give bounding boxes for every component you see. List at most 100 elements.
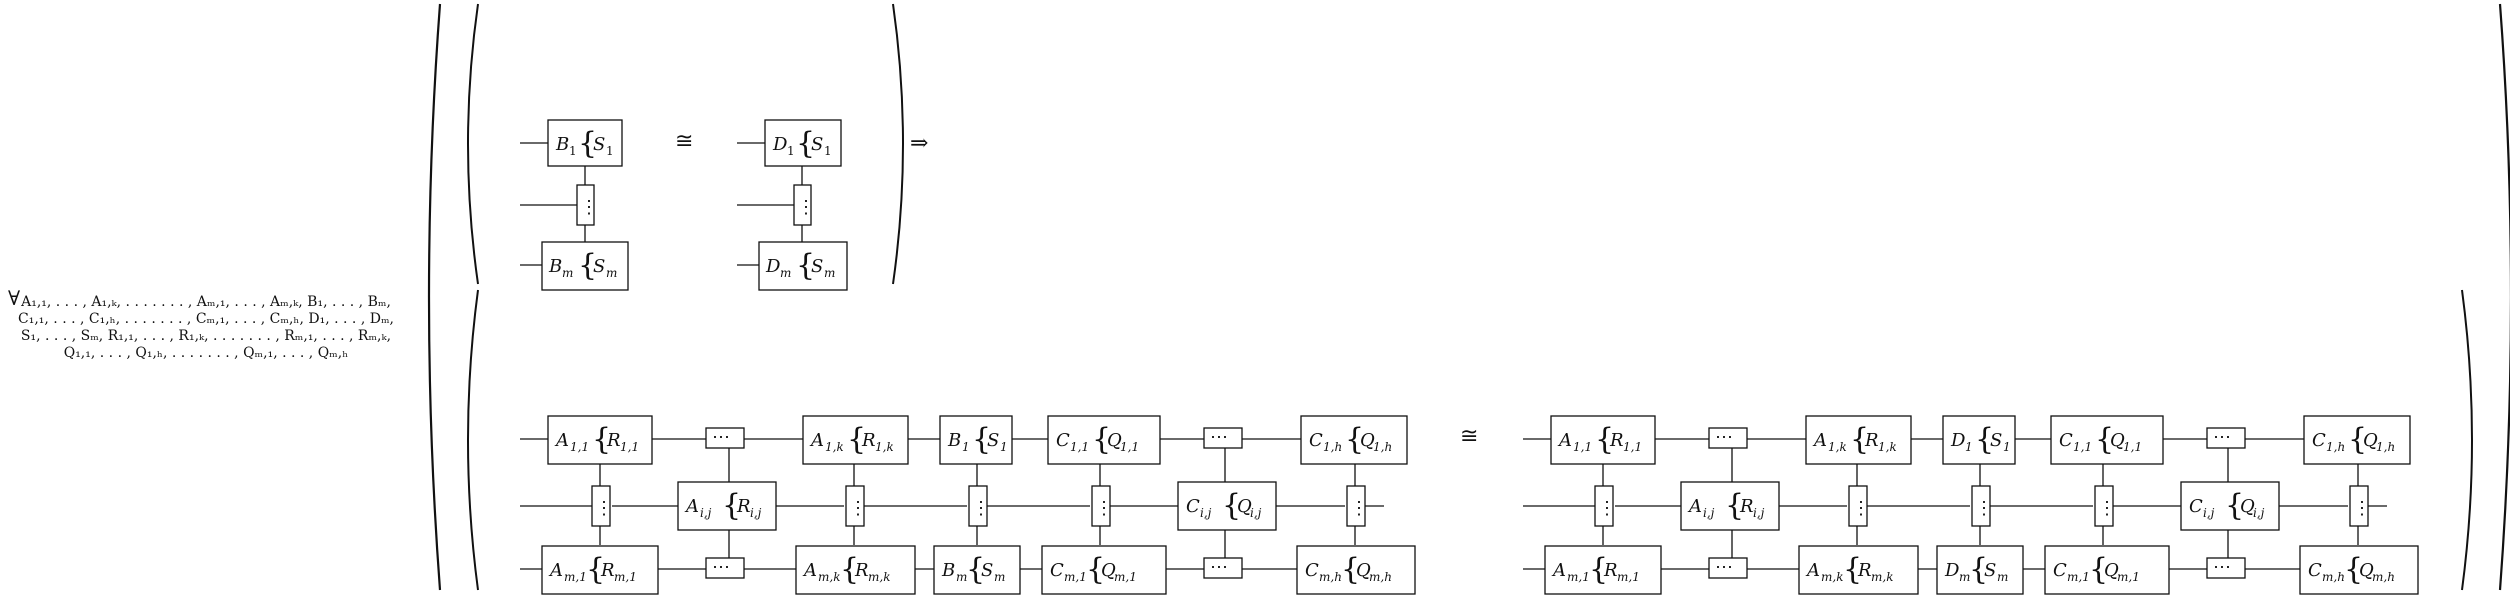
premise-right-circuit: D 1 { S 1 ⋮ D m { S m — [737, 119, 848, 291]
right-vdots-3: ⋮ — [1971, 485, 1993, 527]
left-box-aij-sys-sub: i,j — [750, 506, 762, 520]
left-box-c11: C 1,1 {Q1,1 — [1047, 415, 1161, 465]
left-box-c1h: C 1,h {Q1,h — [1300, 415, 1408, 465]
svg-text:⋮: ⋮ — [2098, 498, 2116, 519]
right-box-a1k-brace: { — [1850, 422, 1869, 457]
premise-left-bottom-box: B m { S m — [541, 241, 629, 291]
right-box-mid-bot-brace: { — [1969, 552, 1988, 587]
svg-text:D: D — [772, 134, 788, 155]
svg-text:⋯: ⋯ — [2213, 427, 2231, 448]
premise-iso-symbol: ≅ — [675, 129, 693, 154]
right-box-aij-op: A — [1687, 496, 1702, 517]
right-box-mid-top-op-sub: 1 — [1965, 440, 1973, 454]
svg-text:⋮: ⋮ — [2353, 498, 2371, 519]
right-cdots-top-a: ⋯ — [1708, 427, 1748, 449]
right-box-amk-sys: R — [1857, 560, 1872, 581]
right-box-c1h-brace: { — [2348, 422, 2367, 457]
svg-text:B: B — [555, 134, 569, 155]
right-box-c1h-sys-sub: 1,h — [2376, 440, 2395, 454]
svg-text:⋮: ⋮ — [595, 498, 613, 519]
right-box-c1h-sys: Q — [2363, 430, 2378, 451]
right-box-a11-op-sub: 1,1 — [1573, 440, 1592, 454]
left-box-mid-top-op-sub: 1 — [962, 440, 970, 454]
quantifier-line-4: Q₁,₁, . . . , Q₁,ₕ, . . . . . . . , Qₘ,₁… — [64, 345, 349, 361]
left-box-cm1-brace: { — [1086, 552, 1105, 587]
premise-right-bottom-box: D m { S m — [758, 241, 848, 291]
right-box-am1-sys-sub: m,1 — [1617, 570, 1640, 584]
left-box-c11-op-sub: 1,1 — [1070, 440, 1089, 454]
left-box-am1-sys-sub: m,1 — [614, 570, 637, 584]
svg-text:⋯: ⋯ — [712, 557, 730, 578]
left-box-a1k: A 1,k {R 1,k — [802, 415, 909, 465]
left-box-aij-sys: R — [736, 496, 751, 517]
right-box-a11-brace: { — [1595, 422, 1614, 457]
right-cdots-bot-a: ⋯ — [1708, 557, 1748, 579]
right-box-cmh-brace: { — [2344, 552, 2363, 587]
left-box-cm1-op: C — [1050, 560, 1064, 581]
quantifier: ∀ A₁,₁, . . . , A₁,ₖ, . . . . . . . , Aₘ… — [8, 286, 394, 361]
svg-text:⋮: ⋮ — [1095, 498, 1113, 519]
left-box-a11-op-sub: 1,1 — [570, 440, 589, 454]
left-box-cij-sys-sub: i,j — [1250, 506, 1262, 520]
premise-left-paren — [467, 3, 479, 285]
right-box-c1h-op: C — [2312, 430, 2326, 451]
svg-text:m: m — [606, 266, 617, 280]
svg-text:⋮: ⋮ — [797, 197, 815, 218]
right-box-cij-brace: { — [2225, 488, 2244, 523]
left-box-mid-top-sys-sub: 1 — [1000, 440, 1008, 454]
right-box-amk-op-sub: m,k — [1821, 570, 1843, 584]
premise-right-paren — [892, 3, 904, 285]
forall-symbol: ∀ — [8, 286, 20, 310]
left-box-aij-op: A — [684, 496, 699, 517]
svg-text:1: 1 — [569, 144, 577, 158]
svg-text:{: { — [796, 248, 815, 283]
right-vdots-4: ⋮ — [2094, 485, 2116, 527]
svg-text:⋮: ⋮ — [849, 498, 867, 519]
right-box-cij-sys: Q — [2240, 496, 2255, 517]
svg-text:D: D — [765, 256, 781, 277]
right-box-a11: A 1,1 {R 1,1 — [1550, 415, 1656, 465]
svg-text:{: { — [796, 126, 815, 161]
right-box-aij-brace: { — [1725, 488, 1744, 523]
right-box-c11-sys: Q — [2110, 430, 2125, 451]
svg-text:{: { — [578, 248, 597, 283]
premise-left-top-box: B 1 { S 1 — [547, 119, 623, 167]
left-box-cmh-brace: { — [1341, 552, 1360, 587]
right-box-mid-top-sys-sub: 1 — [2003, 440, 2011, 454]
right-box-c11-op-sub: 1,1 — [2073, 440, 2092, 454]
right-box-a1k-op: A — [1812, 430, 1827, 451]
left-box-am1-sys: R — [600, 560, 615, 581]
left-vdots-5: ⋮ — [1346, 485, 1368, 527]
right-box-c11-sys-sub: 1,1 — [2123, 440, 2142, 454]
svg-text:⋯: ⋯ — [1715, 557, 1733, 578]
left-box-c1h-op-sub: 1,h — [1323, 440, 1342, 454]
left-box-cij-brace: { — [1222, 488, 1241, 523]
left-box-c11-op: C — [1056, 430, 1070, 451]
svg-text:⋯: ⋯ — [2213, 557, 2231, 578]
right-vdots-1: ⋮ — [1594, 485, 1616, 527]
right-box-a1k: A 1,k {R 1,k — [1805, 415, 1912, 465]
right-box-cmh-sys: Q — [2359, 560, 2374, 581]
right-box-am1-op: A — [1551, 560, 1566, 581]
svg-text:⋮: ⋮ — [1598, 498, 1616, 519]
right-box-mid-top-sys: S — [1990, 430, 2002, 451]
premise-right-top-box: D 1 { S 1 — [764, 119, 842, 167]
svg-text:⋮: ⋮ — [580, 197, 598, 218]
left-vdots-4: ⋮ — [1091, 485, 1113, 527]
left-box-c1h-sys: Q — [1360, 430, 1375, 451]
svg-text:⋮: ⋮ — [1350, 498, 1368, 519]
svg-text:S: S — [593, 256, 605, 277]
right-box-amk-op: A — [1805, 560, 1820, 581]
svg-text:{: { — [578, 126, 597, 161]
right-box-a11-op: A — [1557, 430, 1572, 451]
right-box-amk-sys-sub: m,k — [1871, 570, 1893, 584]
right-box-a11-sys-sub: 1,1 — [1623, 440, 1642, 454]
left-box-amk-op: A — [802, 560, 817, 581]
